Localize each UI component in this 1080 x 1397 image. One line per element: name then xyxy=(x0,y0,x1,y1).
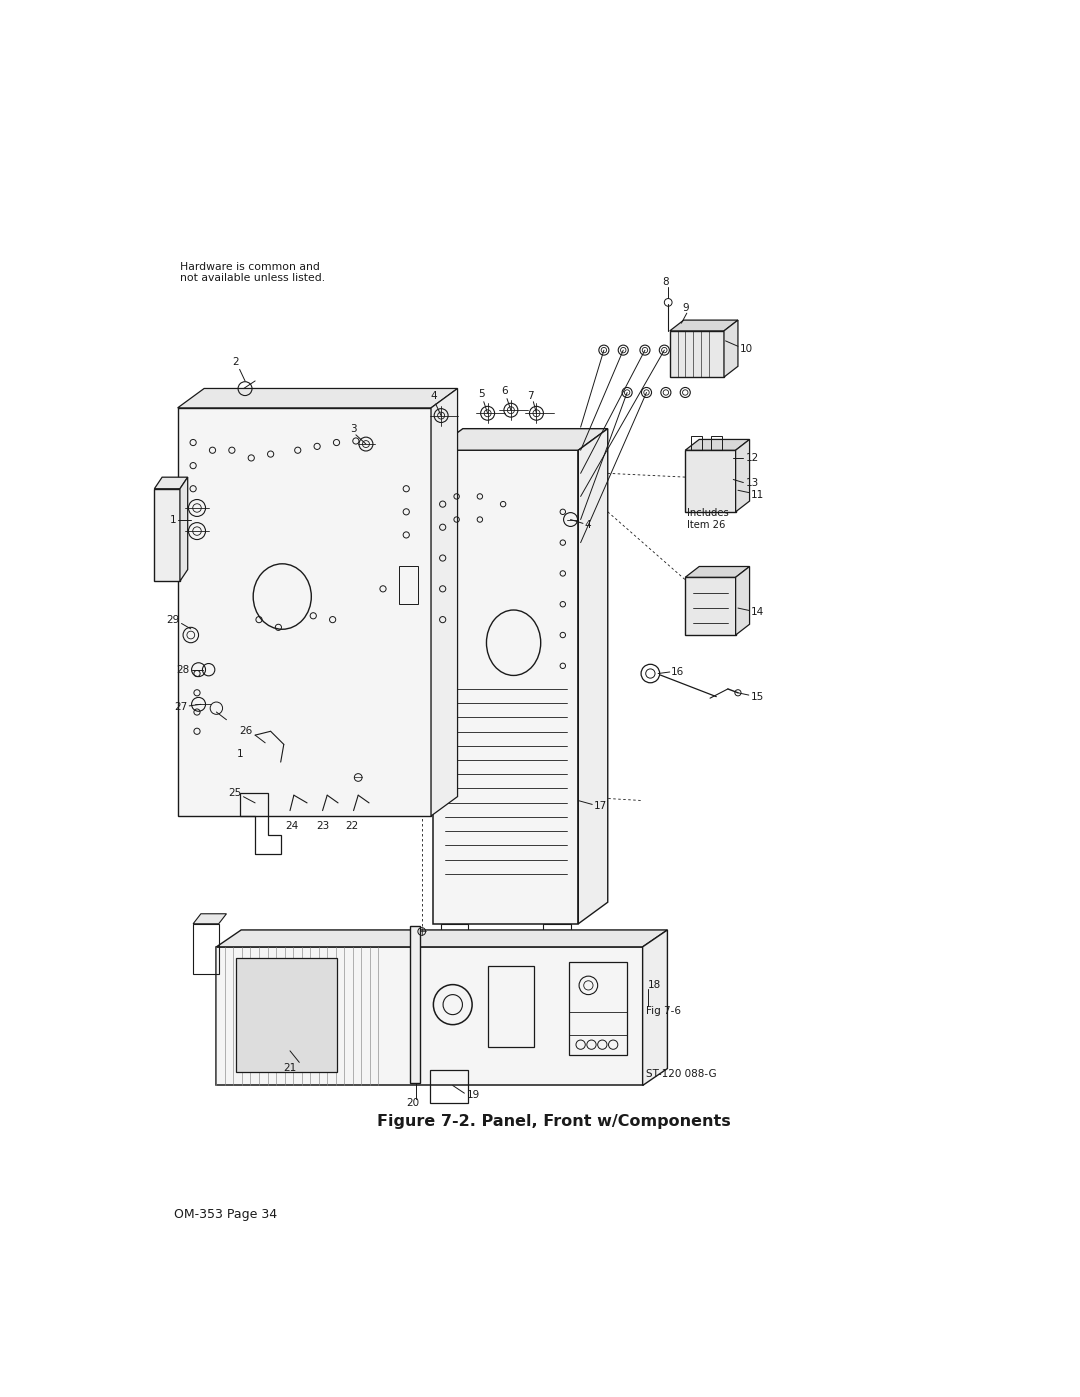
Text: 26: 26 xyxy=(240,726,253,736)
Polygon shape xyxy=(154,478,188,489)
Text: 28: 28 xyxy=(176,665,189,675)
Text: 23: 23 xyxy=(316,821,329,831)
Text: 19: 19 xyxy=(467,1091,480,1101)
Text: 1: 1 xyxy=(171,514,177,524)
Text: ST-120 088-G: ST-120 088-G xyxy=(646,1069,716,1078)
Polygon shape xyxy=(685,577,735,636)
Text: 11: 11 xyxy=(751,490,765,500)
Polygon shape xyxy=(431,388,458,816)
Text: 21: 21 xyxy=(283,1063,297,1073)
Text: Includes
Item 26: Includes Item 26 xyxy=(687,509,729,529)
Text: 24: 24 xyxy=(285,821,298,831)
Polygon shape xyxy=(433,429,608,450)
Text: Figure 7-2. Panel, Front w/Components: Figure 7-2. Panel, Front w/Components xyxy=(377,1115,730,1129)
Text: 6: 6 xyxy=(501,386,508,395)
Polygon shape xyxy=(216,930,667,947)
Text: OM-353 Page 34: OM-353 Page 34 xyxy=(174,1207,276,1221)
Text: 17: 17 xyxy=(594,800,607,812)
Text: 2: 2 xyxy=(232,356,239,366)
Text: 16: 16 xyxy=(672,666,685,678)
Text: 27: 27 xyxy=(175,701,188,711)
Text: 5: 5 xyxy=(478,388,485,400)
Text: 3: 3 xyxy=(350,423,356,433)
Polygon shape xyxy=(235,958,337,1071)
Text: 15: 15 xyxy=(751,692,765,701)
Polygon shape xyxy=(724,320,738,377)
Text: 1: 1 xyxy=(237,749,243,760)
Text: 13: 13 xyxy=(745,478,759,488)
Text: 20: 20 xyxy=(406,1098,419,1108)
Polygon shape xyxy=(180,478,188,581)
Text: 18: 18 xyxy=(648,981,661,990)
Polygon shape xyxy=(735,567,750,636)
Polygon shape xyxy=(216,947,643,1085)
Text: 25: 25 xyxy=(229,788,242,798)
Text: Fig 7-6: Fig 7-6 xyxy=(647,1006,681,1016)
Polygon shape xyxy=(670,320,738,331)
Text: 14: 14 xyxy=(751,606,765,617)
Text: Hardware is common and
not available unless listed.: Hardware is common and not available unl… xyxy=(180,261,325,284)
Text: 4: 4 xyxy=(430,391,436,401)
Polygon shape xyxy=(685,450,735,511)
Polygon shape xyxy=(643,930,667,1085)
Polygon shape xyxy=(670,331,724,377)
Text: 22: 22 xyxy=(346,821,359,831)
Polygon shape xyxy=(685,440,750,450)
Polygon shape xyxy=(735,440,750,511)
Polygon shape xyxy=(177,408,431,816)
Text: 7: 7 xyxy=(527,391,534,401)
Text: 10: 10 xyxy=(740,344,753,353)
Polygon shape xyxy=(177,388,458,408)
Polygon shape xyxy=(154,489,180,581)
Polygon shape xyxy=(685,567,750,577)
Text: 29: 29 xyxy=(166,615,180,624)
Text: 9: 9 xyxy=(681,303,689,313)
Text: 12: 12 xyxy=(745,453,759,462)
Polygon shape xyxy=(193,914,227,923)
Polygon shape xyxy=(433,450,578,923)
Polygon shape xyxy=(410,926,420,1083)
Polygon shape xyxy=(578,429,608,923)
Text: 8: 8 xyxy=(662,278,670,288)
Text: 4: 4 xyxy=(584,520,591,529)
